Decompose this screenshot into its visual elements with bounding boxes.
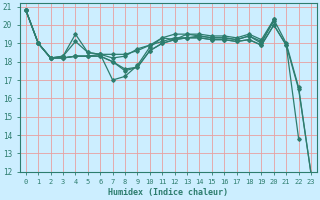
X-axis label: Humidex (Indice chaleur): Humidex (Indice chaleur) [108, 188, 228, 197]
